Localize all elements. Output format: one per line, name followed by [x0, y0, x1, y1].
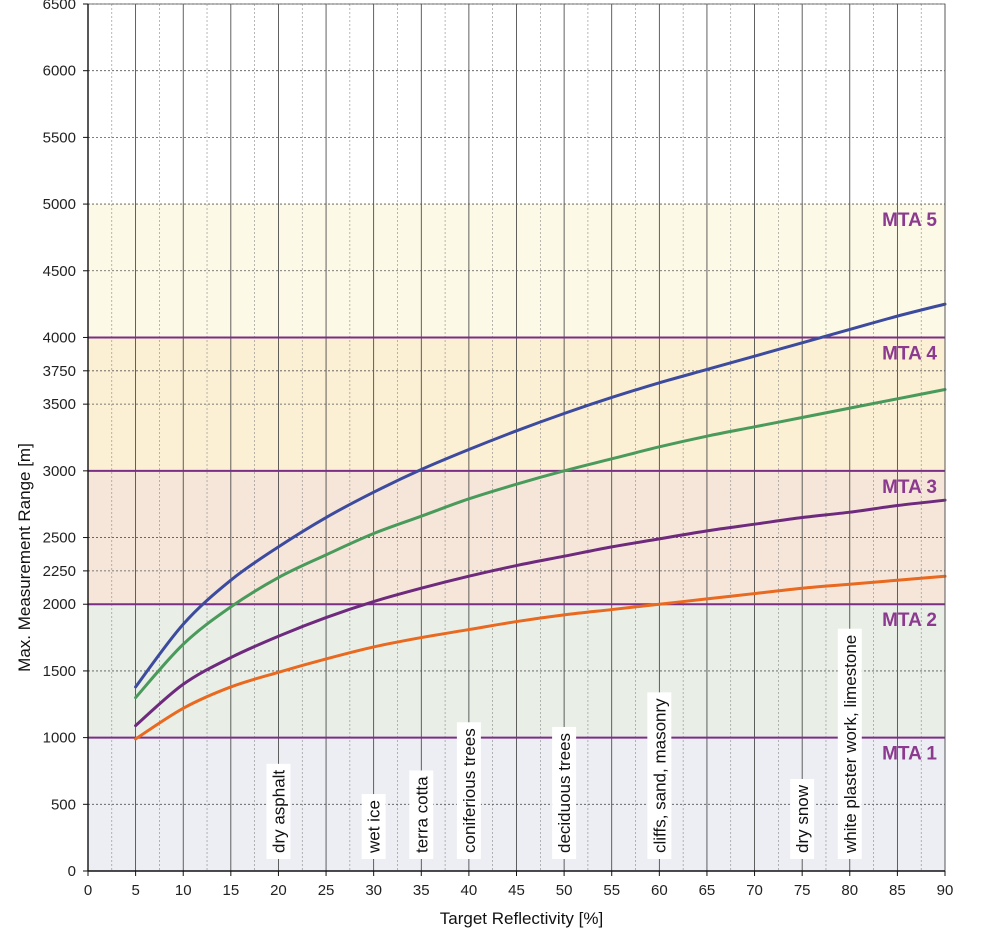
x-tick-label: 25 [318, 882, 335, 899]
zone-label-mta-5: MTA 5 [882, 210, 937, 231]
y-tick-label: 1000 [43, 730, 76, 747]
zone-label-mta-3: MTA 3 [882, 477, 937, 498]
material-label-bg [266, 763, 291, 859]
y-tick-label: 5500 [43, 129, 76, 146]
series-line-2 [134, 387, 947, 700]
zone-label-mta-4: MTA 4 [882, 343, 937, 364]
x-tick-label: 10 [175, 882, 192, 899]
x-tick-label: 35 [413, 882, 430, 899]
y-tick-label: 0 [68, 863, 76, 880]
material-label: cliffs, sand, masonry [650, 698, 669, 853]
y-axis-label: Max. Measurement Range [m] [15, 443, 34, 672]
material-label: deciduous trees [555, 733, 574, 853]
material-label: terra cotta [412, 776, 431, 853]
series-line-3 [134, 498, 947, 728]
x-tick-label: 15 [222, 882, 239, 899]
x-tick-label: 0 [84, 882, 92, 899]
material-label: white plaster work, limestone [841, 635, 860, 854]
material-label: dry snow [793, 784, 812, 853]
x-tick-label: 70 [746, 882, 763, 899]
x-axis-label: Target Reflectivity [%] [440, 909, 603, 928]
y-tick-label: 2500 [43, 530, 76, 547]
x-tick-label: 75 [794, 882, 811, 899]
y-tick-label: 4500 [43, 263, 76, 280]
x-tick-label: 50 [556, 882, 573, 899]
y-tick-label: 1500 [43, 663, 76, 680]
x-tick-label: 65 [699, 882, 716, 899]
y-tick-label: 6000 [43, 63, 76, 80]
zone-label-mta-2: MTA 2 [882, 610, 937, 631]
material-label: wet ice [365, 800, 384, 854]
zone-label-mta-1: MTA 1 [882, 744, 937, 765]
y-tick-label: 3500 [43, 396, 76, 413]
x-tick-label: 55 [603, 882, 620, 899]
chart-axes [83, 3, 946, 876]
y-tick-label: 2000 [43, 596, 76, 613]
material-label-bg [552, 726, 577, 859]
x-tick-label: 20 [270, 882, 287, 899]
y-tick-label: 5000 [43, 196, 76, 213]
x-tick-label: 85 [889, 882, 906, 899]
material-label-bg [361, 794, 386, 859]
series-line-4 [134, 574, 947, 741]
material-label: coniferious trees [460, 728, 479, 853]
x-tick-label: 5 [131, 882, 139, 899]
y-tick-label: 500 [51, 796, 76, 813]
series-line-1 [134, 302, 947, 689]
x-tick-label: 45 [508, 882, 525, 899]
material-label-bg [647, 692, 672, 859]
tick-labels: 0 5 10 15 20 25 30 35 40 45 50 55 60 65 70 75 80 85 90 0 500… [43, 0, 954, 899]
material-markers: dry asphalt wet ice terra cotta coniferious… [266, 628, 862, 859]
series-lines [134, 302, 947, 741]
y-tick-label: 2250 [43, 563, 76, 580]
x-tick-label: 30 [365, 882, 382, 899]
y-tick-label: 3000 [43, 463, 76, 480]
material-label-bg [409, 770, 434, 859]
y-tick-label: 4000 [43, 329, 76, 346]
y-tick-label: 6500 [43, 0, 76, 13]
material-label-bg [456, 722, 481, 859]
x-tick-label: 90 [937, 882, 954, 899]
x-tick-label: 80 [841, 882, 858, 899]
material-label: dry asphalt [269, 770, 288, 853]
material-label-bg [790, 778, 815, 859]
x-tick-label: 60 [651, 882, 668, 899]
y-tick-label: 3750 [43, 363, 76, 380]
material-label-bg [837, 628, 862, 859]
x-tick-label: 40 [461, 882, 478, 899]
